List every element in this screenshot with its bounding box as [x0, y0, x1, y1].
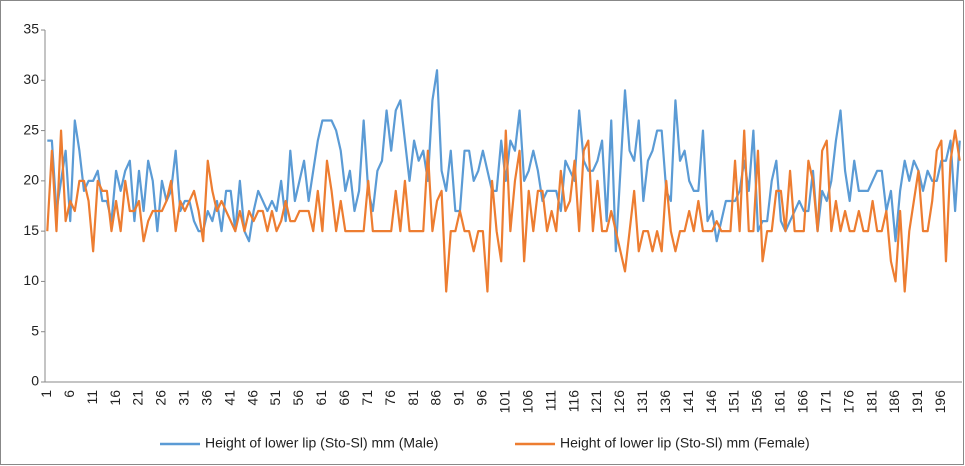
legend-label: Height of lower lip (Sto-Sl) mm (Male) — [205, 435, 438, 451]
x-tick-label: 111 — [542, 390, 558, 411]
x-tick-label: 46 — [244, 390, 260, 406]
x-tick-label: 96 — [474, 390, 490, 406]
y-tick-label: 30 — [23, 71, 39, 87]
x-tick-label: 86 — [428, 390, 444, 406]
y-tick-label: 15 — [23, 222, 39, 238]
x-tick-label: 11 — [84, 390, 100, 405]
legend-label: Height of lower lip (Sto-Sl) mm (Female) — [560, 435, 810, 451]
x-tick-label: 16 — [107, 390, 123, 406]
y-tick-label: 35 — [23, 21, 39, 37]
x-tick-label: 121 — [588, 390, 604, 414]
x-tick-label: 116 — [565, 390, 581, 413]
y-tick-label: 5 — [31, 322, 39, 338]
x-tick-label: 171 — [817, 390, 833, 414]
x-tick-label: 151 — [726, 390, 742, 414]
x-tick-label: 146 — [703, 390, 719, 414]
y-tick-label: 10 — [23, 272, 39, 288]
series-line — [47, 69, 961, 253]
x-tick-label: 186 — [886, 390, 902, 414]
x-tick-label: 81 — [405, 390, 421, 406]
x-tick-label: 161 — [772, 390, 788, 414]
x-tick-label: 141 — [680, 390, 696, 414]
x-tick-label: 106 — [519, 390, 535, 414]
x-tick-label: 51 — [267, 390, 283, 406]
x-tick-label: 6 — [61, 390, 77, 398]
x-tick-label: 76 — [382, 390, 398, 406]
x-tick-label: 181 — [863, 390, 879, 414]
x-tick-label: 21 — [130, 390, 146, 406]
x-tick-label: 56 — [290, 390, 306, 406]
y-tick-label: 0 — [31, 373, 39, 389]
x-tick-label: 71 — [359, 390, 375, 406]
x-tick-label: 131 — [634, 390, 650, 414]
x-tick-label: 41 — [221, 390, 237, 406]
series-line — [46, 129, 961, 293]
y-tick-label: 20 — [23, 172, 39, 188]
x-tick-label: 196 — [932, 390, 948, 414]
x-tick-label: 66 — [336, 390, 352, 406]
x-tick-label: 156 — [749, 390, 765, 414]
x-tick-label: 126 — [611, 390, 627, 414]
x-tick-label: 191 — [909, 390, 925, 414]
x-tick-label: 176 — [840, 390, 856, 414]
x-tick-label: 31 — [176, 390, 192, 406]
x-tick-label: 101 — [496, 390, 512, 414]
x-tick-label: 136 — [657, 390, 673, 414]
x-tick-label: 1 — [38, 390, 54, 398]
x-tick-label: 61 — [313, 390, 329, 406]
x-tick-label: 91 — [451, 390, 467, 406]
x-tick-label: 26 — [153, 390, 169, 406]
x-tick-label: 166 — [795, 390, 811, 414]
y-tick-label: 25 — [23, 121, 39, 137]
x-tick-label: 36 — [198, 390, 214, 406]
